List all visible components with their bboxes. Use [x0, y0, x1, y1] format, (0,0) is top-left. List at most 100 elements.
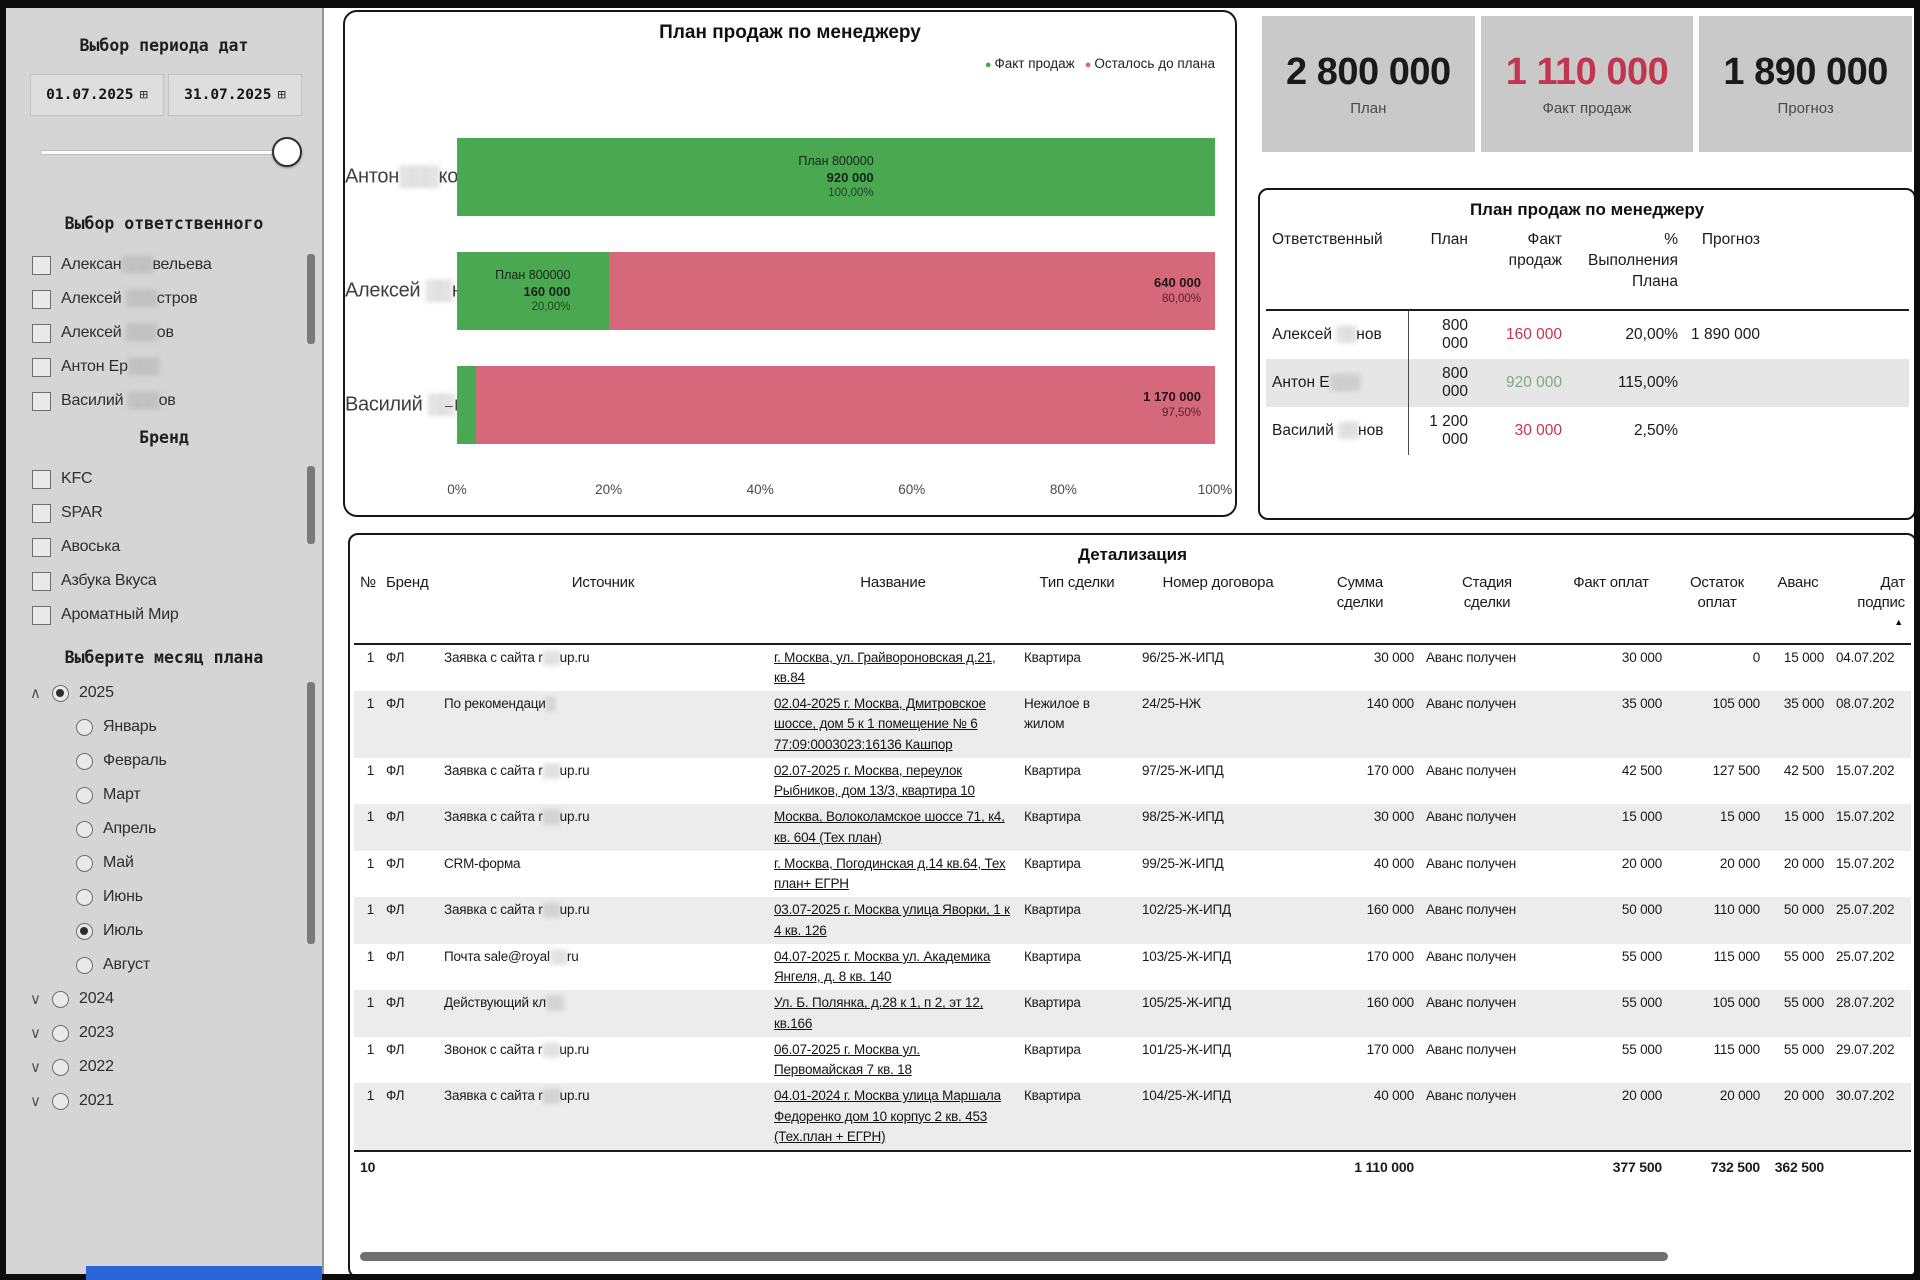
- checkbox[interactable]: [32, 537, 51, 557]
- brand-checkbox-row[interactable]: Азбука Вкуса: [6, 564, 306, 598]
- year-row[interactable]: ∨ 2021: [6, 1084, 306, 1118]
- owner-checkbox-row[interactable]: Алексей ▒▒▒стров: [6, 282, 306, 316]
- scrollbar-thumb[interactable]: [360, 1252, 1668, 1261]
- owner-checkbox-row[interactable]: Василий ▒▒▒ов: [6, 384, 306, 418]
- deal-name-link[interactable]: 03.07-2025 г. Москва улица Яворки, 1 к 4…: [774, 902, 1010, 938]
- radio-button[interactable]: [76, 854, 93, 872]
- column-header[interactable]: Факт оплат: [1554, 569, 1668, 645]
- radio-button[interactable]: [76, 922, 93, 940]
- radio-button[interactable]: [76, 956, 93, 974]
- year-row[interactable]: ∧ 2025: [6, 676, 306, 710]
- year-row[interactable]: ∨ 2023: [6, 1016, 306, 1050]
- column-header[interactable]: Тип сделки: [1018, 569, 1136, 645]
- scrollbar-thumb[interactable]: [307, 466, 315, 544]
- chevron-down-icon[interactable]: ∨: [30, 991, 41, 1008]
- deal-name-link[interactable]: 06.07-2025 г. Москва ул. Первомайская 7 …: [774, 1041, 920, 1078]
- deal-name-link[interactable]: Москва, Волоколамское шоссе 71, к4, кв. …: [774, 809, 1005, 845]
- column-header[interactable]: План: [1408, 226, 1474, 311]
- column-header[interactable]: №: [354, 569, 380, 645]
- deal-row[interactable]: 1 ФЛ Действующий кл▒▒ Ул. Б. Полянка, д.28 …: [354, 990, 1911, 1037]
- calendar-icon[interactable]: ⊞: [139, 87, 148, 103]
- deal-name-link[interactable]: 02.04-2025 г. Москва, Дмитровское шоссе,…: [774, 696, 986, 752]
- radio-button[interactable]: [52, 1058, 69, 1076]
- owner-checkbox-row[interactable]: Алексей ▒▒▒ов: [6, 316, 306, 350]
- month-row[interactable]: Февраль: [6, 744, 306, 778]
- column-header[interactable]: Бренд: [380, 569, 438, 645]
- calendar-icon[interactable]: ⊞: [277, 87, 286, 103]
- date-to-input[interactable]: 31.07.2025 ⊞: [168, 74, 302, 116]
- brand-list-scrollbar[interactable]: [307, 466, 315, 614]
- deal-row[interactable]: 1 ФЛ Почта sale@royal▒▒ru 04.07-2025 г. Мос…: [354, 944, 1911, 991]
- checkbox[interactable]: [32, 289, 51, 309]
- year-row[interactable]: ∨ 2024: [6, 982, 306, 1016]
- column-header[interactable]: Стадия сделки: [1420, 569, 1554, 645]
- owner-checkbox-row[interactable]: Алексан▒▒▒вельева: [6, 248, 306, 282]
- scrollbar-thumb[interactable]: [307, 254, 315, 344]
- chevron-up-icon[interactable]: ∧: [30, 685, 41, 702]
- owner-checkbox-row[interactable]: Антон Ер▒▒▒: [6, 350, 306, 384]
- checkbox[interactable]: [32, 469, 51, 489]
- column-header[interactable]: Остаток оплат: [1668, 569, 1766, 645]
- deal-name-link[interactable]: Ул. Б. Полянка, д.28 к 1, п 2, эт 12, кв…: [774, 995, 984, 1031]
- deal-row[interactable]: 1 ФЛ Заявка с сайта r▒▒up.ru 02.07-2025 г. …: [354, 758, 1911, 805]
- manager-table-row[interactable]: Алексей ▒▒нов 800 000 160 000 20,00% 1 890 0…: [1266, 309, 1909, 359]
- deal-row[interactable]: 1 ФЛ Звонок с сайта r▒▒up.ru 06.07-2025 г. …: [354, 1037, 1911, 1084]
- checkbox[interactable]: [32, 255, 51, 275]
- column-header[interactable]: Ответственный: [1266, 226, 1408, 311]
- date-range-slider[interactable]: [40, 136, 302, 168]
- radio-button[interactable]: [52, 1092, 69, 1110]
- column-header[interactable]: Номер договора: [1136, 569, 1300, 645]
- radio-button[interactable]: [52, 684, 69, 702]
- column-header[interactable]: % Выполнения Плана: [1568, 226, 1684, 311]
- deal-name-link[interactable]: г. Москва, Погодинская д.14 кв.64, Тех п…: [774, 855, 1006, 892]
- radio-button[interactable]: [52, 990, 69, 1008]
- radio-button[interactable]: [76, 820, 93, 838]
- month-row[interactable]: Май: [6, 846, 306, 880]
- month-row[interactable]: Март: [6, 778, 306, 812]
- horizontal-scrollbar[interactable]: [350, 1251, 1915, 1263]
- checkbox[interactable]: [32, 571, 51, 591]
- brand-checkbox-row[interactable]: Авоська: [6, 530, 306, 564]
- month-row[interactable]: Июль: [6, 914, 306, 948]
- brand-checkbox-row[interactable]: Ароматный Мир: [6, 598, 306, 632]
- deal-name-link[interactable]: г. Москва, ул. Грайвороновская д.21, кв.…: [774, 649, 996, 685]
- month-row[interactable]: Август: [6, 948, 306, 982]
- radio-button[interactable]: [52, 1024, 69, 1042]
- checkbox[interactable]: [32, 357, 51, 377]
- deal-row[interactable]: 1 ФЛ CRM-форма г. Москва, Погодинская д.14 …: [354, 851, 1911, 898]
- column-header[interactable]: Дат подпис ▲: [1830, 569, 1911, 645]
- chevron-down-icon[interactable]: ∨: [30, 1059, 41, 1076]
- radio-button[interactable]: [76, 888, 93, 906]
- manager-table-row[interactable]: Антон Е▒▒▒ 800 000 920 000 115,00%: [1266, 358, 1909, 407]
- column-header[interactable]: Аванс: [1766, 569, 1830, 645]
- checkbox[interactable]: [32, 391, 51, 411]
- brand-checkbox-row[interactable]: SPAR: [6, 496, 306, 530]
- column-header[interactable]: Прогноз: [1684, 226, 1766, 311]
- checkbox[interactable]: [32, 503, 51, 523]
- radio-button[interactable]: [76, 752, 93, 770]
- deal-name-link[interactable]: 04.01-2024 г. Москва улица Маршала Федор…: [774, 1088, 1001, 1144]
- slider-track[interactable]: [40, 150, 296, 155]
- manager-table-row[interactable]: Василий ▒▒нов 1 200 000 30 000 2,50%: [1266, 406, 1909, 455]
- deal-name-link[interactable]: 02.07-2025 г. Москва, переулок Рыбников,…: [774, 762, 975, 799]
- checkbox[interactable]: [32, 323, 51, 343]
- sort-ascending-icon[interactable]: ▲: [1894, 617, 1903, 627]
- deal-row[interactable]: 1 ФЛ Заявка с сайта r▒▒up.ru 04.01-2024 г. …: [354, 1083, 1911, 1152]
- column-header[interactable]: Источник: [438, 569, 768, 645]
- deal-row[interactable]: 1 ФЛ Заявка с сайта r▒▒up.ru 03.07-2025 г. …: [354, 897, 1911, 944]
- column-header[interactable]: Сумма сделки: [1300, 569, 1420, 645]
- month-tree-scrollbar[interactable]: [307, 680, 315, 1118]
- deal-row[interactable]: 1 ФЛ Заявка с сайта r▒▒up.ru Москва, Волоко…: [354, 804, 1911, 851]
- checkbox[interactable]: [32, 605, 51, 625]
- column-header[interactable]: Название: [768, 569, 1018, 645]
- date-from-input[interactable]: 01.07.2025 ⊞: [30, 74, 164, 116]
- chevron-down-icon[interactable]: ∨: [30, 1025, 41, 1042]
- month-row[interactable]: Январь: [6, 710, 306, 744]
- scrollbar-thumb[interactable]: [307, 682, 315, 944]
- deal-name-link[interactable]: 04.07-2025 г. Москва ул. Академика Янгел…: [774, 948, 991, 985]
- deal-row[interactable]: 1 ФЛ По рекомендаци▒ 02.04-2025 г. Москва, …: [354, 691, 1911, 758]
- month-row[interactable]: Апрель: [6, 812, 306, 846]
- column-header[interactable]: Факт продаж: [1474, 226, 1568, 311]
- deal-row[interactable]: 1 ФЛ Заявка с сайта r▒▒up.ru г. Москва, ул.…: [354, 644, 1911, 692]
- radio-button[interactable]: [76, 718, 93, 736]
